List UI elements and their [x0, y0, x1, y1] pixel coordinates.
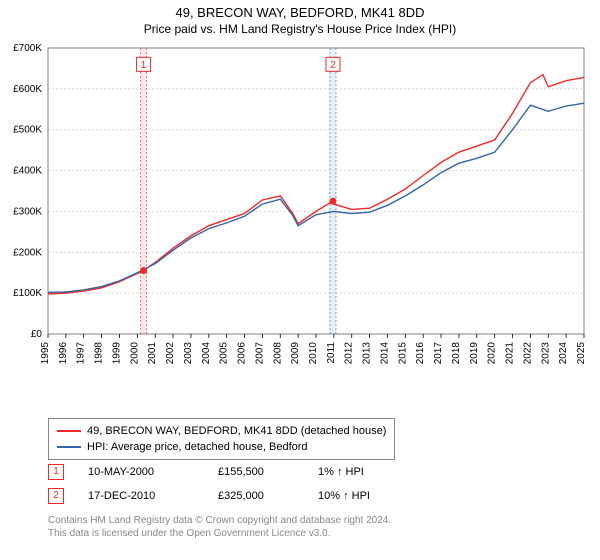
sale-marker-ref: 2	[48, 488, 64, 504]
xtick-label: 1997	[76, 342, 87, 365]
xtick-label: 2004	[201, 342, 212, 365]
ytick-label: £0	[31, 329, 43, 340]
xtick-label: 2002	[165, 342, 176, 365]
xtick-label: 2015	[397, 342, 408, 365]
legend-label: 49, BRECON WAY, BEDFORD, MK41 8DD (detac…	[87, 423, 386, 439]
xtick-label: 2009	[290, 342, 301, 365]
legend-item: HPI: Average price, detached house, Bedf…	[57, 439, 386, 455]
sales-table: 1 10-MAY-2000 £155,500 1% ↑ HPI 2 17-DEC…	[48, 460, 418, 508]
sale-hpi-diff: 1% ↑ HPI	[318, 466, 418, 478]
xtick-label: 2024	[558, 342, 569, 365]
legend-label: HPI: Average price, detached house, Bedf…	[87, 439, 308, 455]
xtick-label: 2017	[433, 342, 444, 365]
sale-row: 1 10-MAY-2000 £155,500 1% ↑ HPI	[48, 460, 418, 484]
sale-marker-label-2: 2	[330, 60, 336, 71]
marker-band-1	[141, 48, 147, 334]
xtick-label: 2016	[415, 342, 426, 365]
footer-line-1: Contains HM Land Registry data © Crown c…	[48, 514, 391, 527]
series-hpi	[48, 103, 584, 292]
ytick-label: £200K	[13, 247, 42, 258]
xtick-label: 2001	[147, 342, 158, 365]
legend-swatch	[57, 446, 81, 448]
ytick-label: £500K	[13, 125, 42, 136]
sale-date: 17-DEC-2010	[88, 490, 218, 502]
legend: 49, BRECON WAY, BEDFORD, MK41 8DD (detac…	[48, 418, 395, 460]
sale-hpi-diff: 10% ↑ HPI	[318, 490, 418, 502]
marker-band-2	[330, 48, 336, 334]
ytick-label: £100K	[13, 288, 42, 299]
xtick-label: 2025	[576, 342, 587, 365]
xtick-label: 2014	[379, 342, 390, 365]
xtick-label: 1995	[40, 342, 51, 365]
title-block: 49, BRECON WAY, BEDFORD, MK41 8DD Price …	[0, 0, 600, 36]
xtick-label: 2005	[219, 342, 230, 365]
sale-marker-dot-1	[140, 267, 147, 274]
xtick-label: 2021	[505, 342, 516, 365]
ytick-label: £700K	[13, 43, 42, 54]
xtick-label: 2019	[469, 342, 480, 365]
chart-container: 49, BRECON WAY, BEDFORD, MK41 8DD Price …	[0, 0, 600, 560]
title-main: 49, BRECON WAY, BEDFORD, MK41 8DD	[0, 5, 600, 20]
xtick-label: 2008	[272, 342, 283, 365]
xtick-label: 2023	[540, 342, 551, 365]
sale-marker-ref: 1	[48, 464, 64, 480]
xtick-label: 2003	[183, 342, 194, 365]
xtick-label: 2007	[254, 342, 265, 365]
ytick-label: £400K	[13, 166, 42, 177]
title-sub: Price paid vs. HM Land Registry's House …	[0, 22, 600, 36]
sale-marker-label-1: 1	[141, 60, 147, 71]
ytick-label: £600K	[13, 84, 42, 95]
xtick-label: 2000	[129, 342, 140, 365]
xtick-label: 2020	[487, 342, 498, 365]
sale-price: £325,000	[218, 490, 318, 502]
sale-row: 2 17-DEC-2010 £325,000 10% ↑ HPI	[48, 484, 418, 508]
footer-line-2: This data is licensed under the Open Gov…	[48, 527, 391, 540]
xtick-label: 1999	[111, 342, 122, 365]
xtick-label: 1998	[94, 342, 105, 365]
sale-date: 10-MAY-2000	[88, 466, 218, 478]
xtick-label: 2010	[308, 342, 319, 365]
xtick-label: 2012	[344, 342, 355, 365]
series-property	[48, 75, 584, 294]
sale-price: £155,500	[218, 466, 318, 478]
line-chart: £0£100K£200K£300K£400K£500K£600K£700K199…	[48, 48, 588, 378]
xtick-label: 2022	[522, 342, 533, 365]
xtick-label: 2018	[451, 342, 462, 365]
legend-item: 49, BRECON WAY, BEDFORD, MK41 8DD (detac…	[57, 423, 386, 439]
sale-marker-dot-2	[329, 198, 336, 205]
xtick-label: 1996	[58, 342, 69, 365]
xtick-label: 2006	[237, 342, 248, 365]
legend-swatch	[57, 430, 81, 432]
xtick-label: 2011	[326, 342, 337, 364]
xtick-label: 2013	[362, 342, 373, 365]
footer-attribution: Contains HM Land Registry data © Crown c…	[48, 514, 391, 540]
ytick-label: £300K	[13, 206, 42, 217]
